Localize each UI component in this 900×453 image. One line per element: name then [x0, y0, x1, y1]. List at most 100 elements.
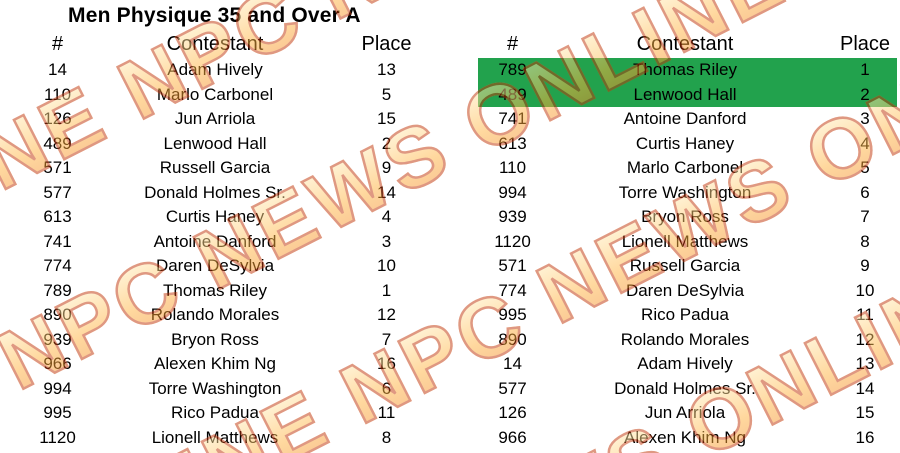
place-value: 11 — [856, 305, 874, 325]
table-row: 14 Adam Hively 13 — [0, 58, 450, 83]
contestant-number: 994 — [43, 378, 72, 398]
contestant-name: Russell Garcia — [159, 158, 271, 178]
contestant-name: Lionell Matthews — [621, 231, 749, 251]
place-value: 10 — [855, 280, 875, 300]
contestant-number: 126 — [43, 109, 72, 129]
contestant-number: 939 — [498, 207, 527, 227]
place-value: 15 — [377, 109, 396, 129]
contestant-number: 14 — [503, 354, 522, 374]
contestant-name: Lenwood Hall — [163, 133, 267, 153]
contestant-name: Rolando Morales — [620, 329, 750, 349]
place-value: 12 — [855, 329, 875, 349]
table-row: 774 Daren DeSylvia 10 — [0, 254, 450, 279]
contestant-name: Alexen Khim Ng — [154, 354, 276, 374]
column-header-contestant: Contestant — [636, 33, 734, 55]
table-row: 995 Rico Padua 11 — [0, 401, 450, 426]
table-header-row: # Contestant Place — [0, 31, 450, 58]
contestant-name: Donald Holmes Sr. — [144, 182, 286, 202]
place-value: 6 — [860, 182, 870, 202]
contestant-name: Curtis Haney — [165, 207, 265, 227]
place-value: 12 — [377, 305, 396, 325]
table-row: 577 Donald Holmes Sr. 14 — [0, 181, 450, 206]
contestant-name: Torre Washington — [148, 378, 282, 398]
place-value: 10 — [377, 256, 396, 276]
table-row: 571 Russell Garcia 9 — [450, 254, 900, 279]
contestant-number: 994 — [498, 182, 527, 202]
place-value: 13 — [855, 354, 875, 374]
table-row: 14 Adam Hively 13 — [450, 352, 900, 377]
contestant-name: Antoine Danford — [623, 109, 747, 129]
contestant-name: Thomas Riley — [633, 60, 737, 80]
table-row: 1120 Lionell Matthews 8 — [450, 230, 900, 255]
column-header-number: # — [506, 33, 519, 55]
table-row: 939 Bryon Ross 7 — [450, 205, 900, 230]
table-row: 741 Antoine Danford 3 — [0, 230, 450, 255]
contestant-number: 14 — [48, 60, 67, 80]
place-value: 8 — [860, 231, 870, 251]
place-value: 16 — [377, 354, 396, 374]
contestant-number: 890 — [498, 329, 527, 349]
table-row: 966 Alexen Khim Ng 16 — [450, 426, 900, 451]
table-row: 126 Jun Arriola 15 — [450, 401, 900, 426]
table-row: 890 Rolando Morales 12 — [450, 328, 900, 353]
contestant-number: 995 — [498, 305, 527, 325]
contestant-name: Torre Washington — [618, 182, 752, 202]
place-value: 11 — [377, 403, 396, 423]
page-title: Men Physique 35 and Over A — [68, 4, 361, 27]
place-value: 7 — [860, 207, 870, 227]
place-value: 16 — [855, 427, 875, 447]
table-row: 577 Donald Holmes Sr. 14 — [450, 377, 900, 402]
contestant-number: 577 — [43, 182, 72, 202]
contestant-name: Russell Garcia — [629, 256, 741, 276]
table-row: 995 Rico Padua 11 — [450, 303, 900, 328]
place-value: 2 — [381, 133, 392, 153]
column-header-number: # — [51, 33, 64, 55]
contestant-number: 774 — [43, 256, 72, 276]
contestant-number: 613 — [43, 207, 72, 227]
contestant-name: Daren DeSylvia — [625, 280, 745, 300]
contestant-name: Rico Padua — [641, 305, 729, 325]
contestant-name: Antoine Danford — [153, 231, 277, 251]
contestant-number: 966 — [498, 427, 527, 447]
contestant-number: 571 — [498, 256, 527, 276]
place-value: 1 — [381, 280, 392, 300]
contestant-number: 577 — [498, 378, 527, 398]
place-value: 4 — [860, 133, 870, 153]
table-row: 789 Thomas Riley 1 — [450, 58, 900, 83]
column-header-place: Place — [361, 33, 412, 55]
place-value: 14 — [377, 182, 396, 202]
contestant-number: 939 — [43, 329, 72, 349]
contestant-number: 741 — [43, 231, 72, 251]
contestant-number: 774 — [498, 280, 527, 300]
place-value: 2 — [860, 84, 870, 104]
contestant-number: 126 — [498, 403, 527, 423]
contestant-name: Marlo Carbonel — [626, 158, 744, 178]
place-value: 5 — [381, 84, 392, 104]
table-row: 1120 Lionell Matthews 8 — [0, 426, 450, 451]
place-value: 9 — [860, 256, 870, 276]
contestant-number: 789 — [43, 280, 72, 300]
table-row: 489 Lenwood Hall 2 — [0, 132, 450, 157]
table-row: 994 Torre Washington 6 — [450, 181, 900, 206]
contestant-name: Rico Padua — [171, 403, 259, 423]
contestant-number: 613 — [498, 133, 527, 153]
contestant-number: 571 — [43, 158, 72, 178]
place-value: 3 — [860, 109, 870, 129]
table-row: 613 Curtis Haney 4 — [0, 205, 450, 230]
place-value: 5 — [860, 158, 870, 178]
place-value: 14 — [855, 378, 875, 398]
results-table-by-place: # Contestant Place 789 Thomas Riley 1 489 Le… — [450, 31, 900, 450]
table-row: 774 Daren DeSylvia 10 — [450, 279, 900, 304]
contestant-name: Alexen Khim Ng — [624, 427, 746, 447]
place-value: 4 — [381, 207, 392, 227]
place-value: 1 — [860, 60, 870, 80]
contestant-name: Rolando Morales — [150, 305, 280, 325]
table-row: 741 Antoine Danford 3 — [450, 107, 900, 132]
place-value: 6 — [381, 378, 392, 398]
place-value: 15 — [855, 403, 875, 423]
contestant-name: Daren DeSylvia — [155, 256, 275, 276]
contestant-name: Lionell Matthews — [151, 427, 279, 447]
table-row: 939 Bryon Ross 7 — [0, 328, 450, 353]
table-row: 966 Alexen Khim Ng 16 — [0, 352, 450, 377]
